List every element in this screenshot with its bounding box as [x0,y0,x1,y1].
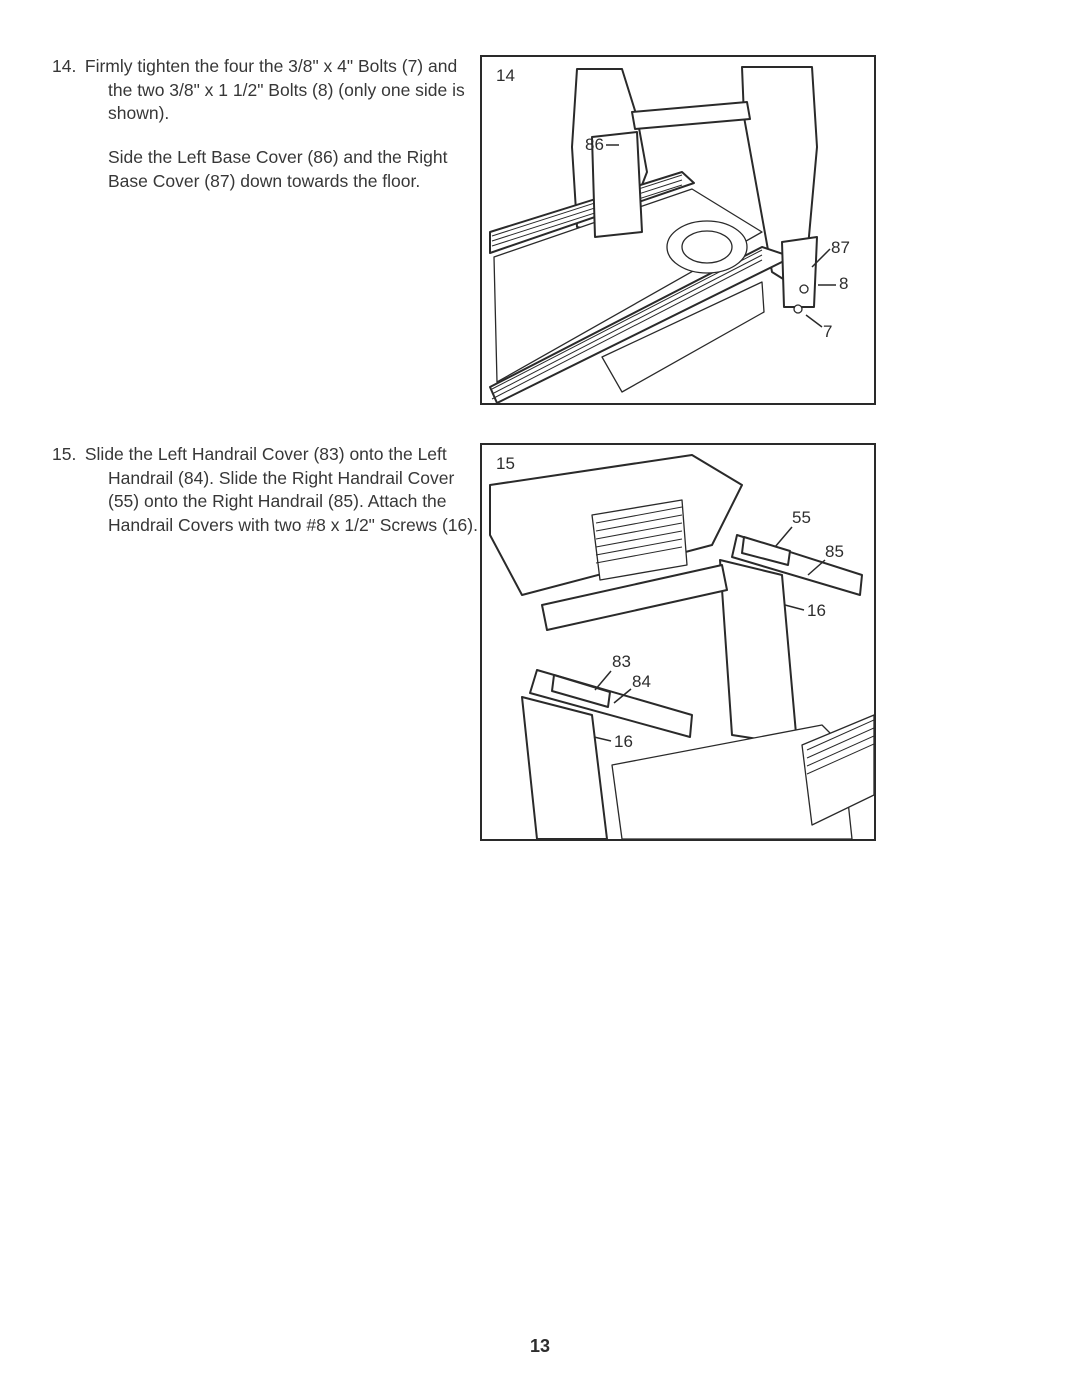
callout-8: 8 [839,274,848,293]
step-14-paragraph-1: 14. Firmly tighten the four the 3/8" x 4… [80,55,480,126]
page-number: 13 [0,1336,1080,1357]
figure-15: 15 [480,443,876,841]
step-14-p1-text: Firmly tighten the four the 3/8" x 4" Bo… [85,56,465,123]
callout-7: 7 [823,322,832,341]
step-15-row: 15. Slide the Left Handrail Cover (83) o… [80,443,1025,841]
callout-16-r: 16 [807,601,826,620]
step-15-p1-text: Slide the Left Handrail Cover (83) onto … [85,444,478,535]
figure-15-step-label: 15 [496,454,515,473]
manual-page: 14. Firmly tighten the four the 3/8" x 4… [0,0,1080,1397]
figure-15-drawing [490,455,874,839]
callout-87: 87 [831,238,850,257]
step-14-text: 14. Firmly tighten the four the 3/8" x 4… [80,55,480,213]
callout-16-l: 16 [614,732,633,751]
step-14-paragraph-2: Side the Left Base Cover (86) and the Ri… [80,146,480,193]
figure-15-svg: 15 [482,445,874,839]
callout-86: 86 [585,135,604,154]
figure-14-step-label: 14 [496,66,515,85]
figure-14-drawing [490,67,817,403]
callout-83: 83 [612,652,631,671]
figure-14: 14 [480,55,876,405]
callout-55: 55 [792,508,811,527]
figure-14-svg: 14 [482,57,874,403]
callout-85: 85 [825,542,844,561]
callout-84: 84 [632,672,651,691]
step-15-paragraph-1: 15. Slide the Left Handrail Cover (83) o… [80,443,480,538]
step-15-text: 15. Slide the Left Handrail Cover (83) o… [80,443,480,558]
step-14-row: 14. Firmly tighten the four the 3/8" x 4… [80,55,1025,405]
